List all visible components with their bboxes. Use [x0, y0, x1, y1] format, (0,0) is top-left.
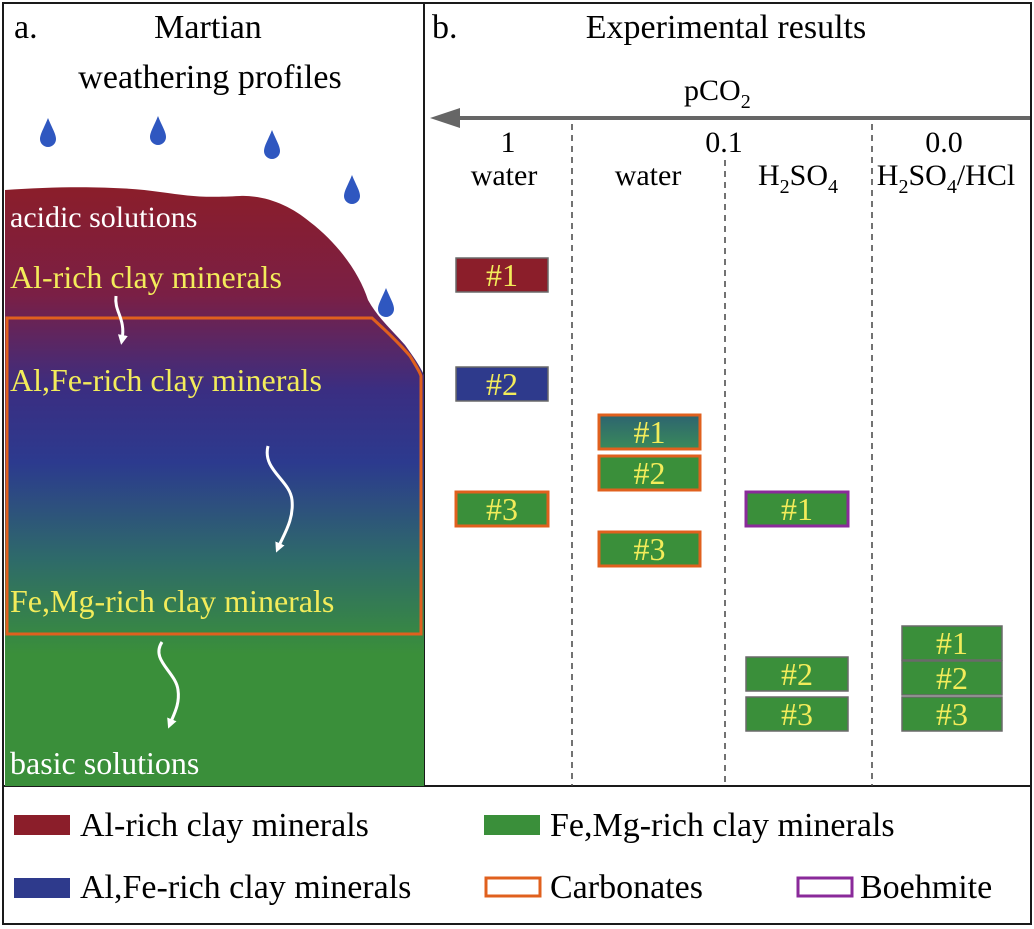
sample-box-fill [454, 490, 550, 528]
column-header-h2so4: H2SO4 [758, 159, 838, 198]
sample-box-fill [744, 490, 850, 528]
sample-box: #2 [597, 454, 702, 492]
sample-box: #2 [455, 366, 549, 402]
basic-solutions-label: basic solutions [10, 745, 199, 781]
legend-swatch-boehmite [796, 876, 854, 898]
panel-a-title-line1: Martian [154, 9, 262, 46]
zone-label-alfe: Al,Fe-rich clay minerals [10, 362, 322, 398]
raindrop-icon [150, 116, 166, 145]
panel-b-title: Experimental results [586, 9, 866, 46]
flow-arrow-icon [157, 641, 180, 729]
legend-swatch-al [14, 815, 70, 835]
legend-swatch-femg [484, 815, 540, 835]
sample-label: #3 [486, 491, 518, 527]
sample-box: #1 [455, 257, 549, 293]
rain-drops [40, 116, 394, 317]
sample-box-fill [597, 530, 702, 568]
pco2-value-0-0: 0.0 [925, 126, 963, 159]
legend-swatch-carbonates [484, 876, 542, 898]
raindrop-icon [40, 118, 56, 147]
legend-label-boehmite: Boehmite [860, 869, 992, 906]
flow-arrow-icon [114, 295, 128, 345]
panel-a-letter: a. [14, 9, 38, 46]
sample-box: #3 [454, 490, 550, 528]
sample-box: #3 [901, 696, 1003, 732]
sample-label: #1 [634, 414, 666, 450]
sample-box: #2 [745, 656, 849, 692]
sample-label: #1 [781, 491, 813, 527]
sample-label: #2 [486, 366, 518, 402]
sample-label: #3 [634, 531, 666, 567]
arrow-left-icon [430, 108, 460, 128]
sample-box: #2 [901, 660, 1003, 696]
sample-box-fill [901, 660, 1003, 696]
sample-label: #3 [781, 696, 813, 732]
sample-box: #3 [745, 696, 849, 732]
legend-label-al: Al-rich clay minerals [80, 807, 369, 844]
weathering-profile [5, 187, 424, 786]
sample-boxes: #1#2#3#1#2#3#1#2#3#1#2#3 [454, 257, 1003, 732]
sample-box-fill [455, 366, 549, 402]
legend-swatch-alfe [14, 878, 70, 898]
legend-label-alfe: Al,Fe-rich clay minerals [80, 869, 411, 906]
column-header-h2so4-hcl: H2SO4/HCl [877, 159, 1015, 198]
raindrop-icon [378, 288, 394, 317]
sample-box-fill [745, 656, 849, 692]
panel-b: b. Experimental results pCO2 1 0.1 0.0 w… [430, 9, 1030, 786]
sample-label: #3 [936, 696, 968, 732]
raindrop-icon [344, 175, 360, 204]
raindrop-icon [264, 130, 280, 159]
legend-label-femg: Fe,Mg-rich clay minerals [550, 807, 895, 844]
column-header-water-1: water [471, 159, 538, 192]
sample-label: #1 [936, 625, 968, 661]
sample-label: #2 [936, 660, 968, 696]
panel-a-title-line2: weathering profiles [78, 59, 341, 96]
sample-box-fill [597, 413, 702, 451]
pco2-value-1: 1 [501, 126, 516, 159]
zone-label-al: Al-rich clay minerals [10, 259, 282, 295]
sample-box-fill [455, 257, 549, 293]
acidic-solutions-label: acidic solutions [10, 201, 197, 234]
sample-label: #1 [486, 257, 518, 293]
zone-label-femg: Fe,Mg-rich clay minerals [10, 583, 334, 619]
carbonate-zone-outline [5, 316, 423, 636]
sample-box: #1 [597, 413, 702, 451]
legend: Al-rich clay minerals Fe,Mg-rich clay mi… [14, 807, 992, 906]
sample-box-fill [901, 696, 1003, 732]
sample-label: #2 [781, 656, 813, 692]
legend-label-carbonates: Carbonates [550, 869, 703, 906]
pco2-value-0-1: 0.1 [705, 126, 743, 159]
panel-a: a. Martian weathering profiles acidic so… [5, 9, 424, 786]
sample-box: #1 [901, 625, 1003, 661]
sample-box: #3 [597, 530, 702, 568]
pco2-label: pCO2 [684, 74, 751, 113]
sample-box-fill [901, 625, 1003, 661]
sample-box-fill [745, 696, 849, 732]
sample-label: #2 [634, 455, 666, 491]
sample-box-fill [597, 454, 702, 492]
column-header-water-2: water [615, 159, 682, 192]
sample-box: #1 [744, 490, 850, 528]
flow-arrow-icon [265, 445, 294, 553]
panel-b-letter: b. [432, 9, 458, 46]
